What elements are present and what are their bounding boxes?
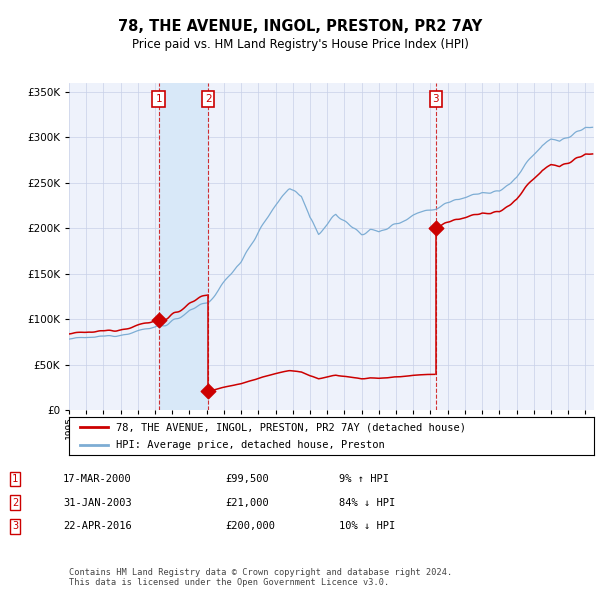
- Point: [154, 315, 163, 324]
- Bar: [158, 83, 208, 410]
- Text: 31-JAN-2003: 31-JAN-2003: [63, 498, 132, 507]
- Text: 78, THE AVENUE, INGOL, PRESTON, PR2 7AY: 78, THE AVENUE, INGOL, PRESTON, PR2 7AY: [118, 19, 482, 34]
- Text: HPI: Average price, detached house, Preston: HPI: Average price, detached house, Pres…: [116, 440, 385, 450]
- Text: 78, THE AVENUE, INGOL, PRESTON, PR2 7AY (detached house): 78, THE AVENUE, INGOL, PRESTON, PR2 7AY …: [116, 422, 466, 432]
- Text: 1: 1: [155, 94, 162, 104]
- Text: 3: 3: [433, 94, 439, 104]
- Text: 10% ↓ HPI: 10% ↓ HPI: [339, 522, 395, 531]
- Text: 84% ↓ HPI: 84% ↓ HPI: [339, 498, 395, 507]
- Text: Price paid vs. HM Land Registry's House Price Index (HPI): Price paid vs. HM Land Registry's House …: [131, 38, 469, 51]
- Text: 2: 2: [12, 498, 18, 507]
- Text: 9% ↑ HPI: 9% ↑ HPI: [339, 474, 389, 484]
- Text: Contains HM Land Registry data © Crown copyright and database right 2024.
This d: Contains HM Land Registry data © Crown c…: [69, 568, 452, 587]
- Text: 2: 2: [205, 94, 211, 104]
- Text: £99,500: £99,500: [225, 474, 269, 484]
- Text: 17-MAR-2000: 17-MAR-2000: [63, 474, 132, 484]
- Point: [203, 386, 213, 396]
- Text: £200,000: £200,000: [225, 522, 275, 531]
- Text: 3: 3: [12, 522, 18, 531]
- Text: £21,000: £21,000: [225, 498, 269, 507]
- Text: 1: 1: [12, 474, 18, 484]
- Text: 22-APR-2016: 22-APR-2016: [63, 522, 132, 531]
- Point: [431, 224, 440, 233]
